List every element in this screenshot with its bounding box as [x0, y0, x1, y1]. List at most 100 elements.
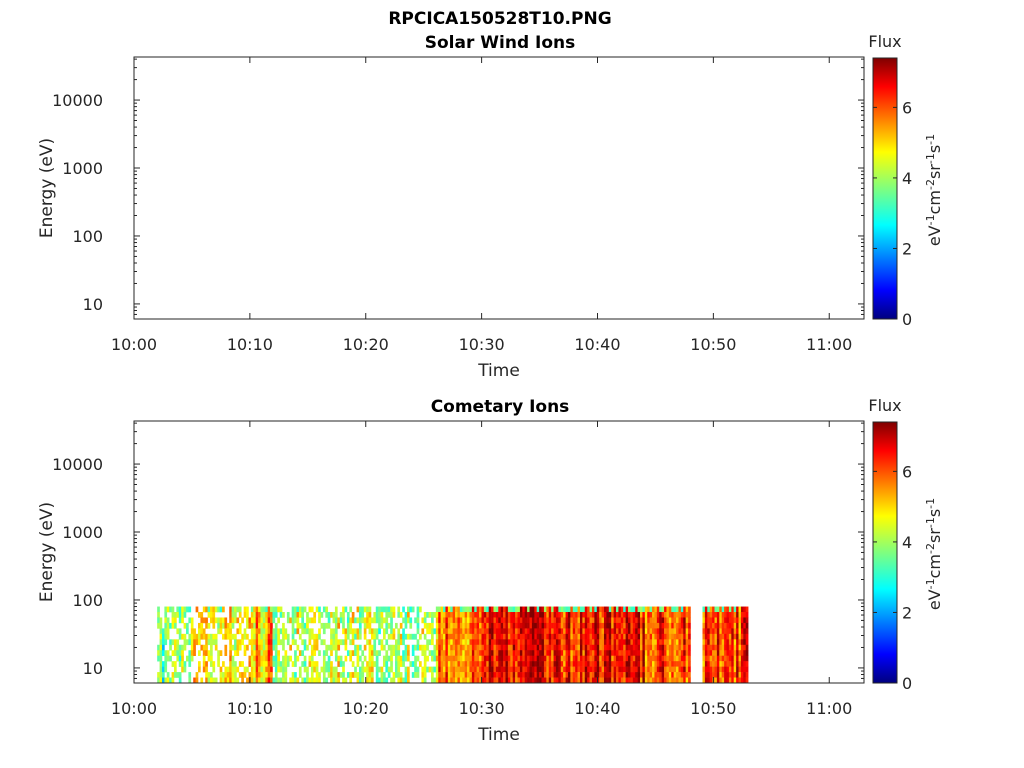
heatmap-cell — [664, 644, 667, 651]
heatmap-cell — [709, 617, 713, 624]
heatmap-cell — [500, 672, 504, 678]
heatmap-cell — [486, 639, 489, 646]
heatmap-cell — [596, 677, 600, 684]
heatmap-cell — [382, 655, 386, 662]
heatmap-cell — [334, 672, 338, 678]
heatmap-cell — [282, 661, 285, 667]
heatmap-cell — [471, 655, 475, 662]
heatmap-cell — [262, 606, 266, 613]
heatmap-cell — [301, 677, 305, 684]
heatmap-cell — [419, 606, 422, 613]
heatmap-cell — [457, 666, 461, 673]
heatmap-cell — [207, 622, 211, 629]
heatmap-cell — [623, 666, 626, 673]
heatmap-cell — [724, 622, 727, 629]
heatmap-cell — [193, 628, 196, 635]
colorbar-tick-label: 4 — [902, 533, 912, 552]
heatmap-cell — [431, 677, 434, 684]
heatmap-cell — [541, 606, 545, 613]
heatmap-cell — [551, 650, 554, 656]
heatmap-cell — [493, 606, 497, 613]
heatmap-cell — [366, 672, 369, 678]
heatmap-cell — [402, 633, 405, 640]
heatmap-cell — [229, 622, 232, 629]
unit-exponent: -2 — [924, 179, 937, 190]
heatmap-cell — [579, 612, 583, 618]
heatmap-cell — [522, 617, 526, 624]
heatmap-cell — [301, 628, 305, 635]
heatmap-cell — [310, 617, 314, 624]
heatmap-cell — [637, 672, 641, 678]
heatmap-cell — [200, 677, 204, 684]
heatmap-cell — [366, 617, 369, 624]
heatmap-cell — [601, 644, 605, 651]
heatmap-cell — [337, 639, 341, 646]
heatmap-cell — [431, 622, 434, 629]
heatmap-cell — [471, 677, 475, 684]
heatmap-cell — [676, 666, 679, 673]
heatmap-cell — [195, 606, 199, 613]
heatmap-cell — [318, 606, 321, 613]
heatmap-cell — [322, 628, 326, 635]
heatmap-cell — [173, 672, 177, 678]
heatmap-cell — [443, 677, 446, 684]
heatmap-cell — [402, 655, 405, 662]
heatmap-cell — [342, 677, 345, 684]
heatmap-cell — [399, 622, 403, 629]
heatmap-cell — [404, 617, 408, 624]
heatmap-cell — [234, 677, 237, 684]
heatmap-cell — [567, 661, 571, 667]
heatmap-cell — [270, 633, 273, 640]
heatmap-cell — [200, 644, 204, 651]
heatmap-cell — [596, 622, 600, 629]
heatmap-cell — [531, 677, 535, 684]
heatmap-cell — [666, 655, 670, 662]
heatmap-cell — [606, 612, 610, 618]
heatmap-cell — [390, 617, 393, 624]
heatmap-cell — [512, 644, 516, 651]
heatmap-cell — [524, 655, 528, 662]
heatmap-cell — [555, 666, 559, 673]
heatmap-cell — [548, 644, 552, 651]
heatmap-cell — [599, 639, 602, 646]
heatmap-cell — [205, 622, 208, 629]
heatmap-cell — [205, 672, 208, 678]
heatmap-cell — [553, 666, 557, 673]
heatmap-cell — [505, 628, 509, 635]
heatmap-cell — [407, 612, 410, 618]
heatmap-cell — [291, 628, 295, 635]
heatmap-cell — [659, 672, 662, 678]
heatmap-cell — [637, 633, 641, 640]
heatmap-cell — [358, 617, 362, 624]
heatmap-cell — [224, 622, 228, 629]
heatmap-cell — [731, 628, 735, 635]
heatmap-cell — [522, 661, 526, 667]
heatmap-cell — [594, 628, 598, 635]
heatmap-cell — [668, 633, 672, 640]
heatmap-cell — [712, 661, 715, 667]
heatmap-cell — [373, 612, 377, 618]
heatmap-cell — [531, 612, 535, 618]
heatmap-cell — [582, 661, 586, 667]
heatmap-cell — [661, 628, 665, 635]
heatmap-cell — [565, 628, 569, 635]
heatmap-cell — [423, 622, 427, 629]
heatmap-cell — [462, 666, 465, 673]
heatmap-cell — [270, 639, 273, 646]
heatmap-cell — [560, 650, 564, 656]
heatmap-cell — [553, 661, 557, 667]
heatmap-cell — [616, 639, 619, 646]
heatmap-cell — [625, 606, 629, 613]
heatmap-cell — [407, 655, 410, 662]
heatmap-cell — [397, 639, 401, 646]
heatmap-cell — [467, 606, 470, 613]
heatmap-cell — [642, 617, 646, 624]
heatmap-cell — [507, 612, 511, 618]
heatmap-cell — [337, 672, 341, 678]
heatmap-cell — [584, 633, 588, 640]
heatmap-cell — [366, 606, 369, 613]
heatmap-cell — [642, 672, 646, 678]
heatmap-cell — [301, 622, 305, 629]
heatmap-cell — [423, 650, 427, 656]
heatmap-cell — [351, 639, 355, 646]
